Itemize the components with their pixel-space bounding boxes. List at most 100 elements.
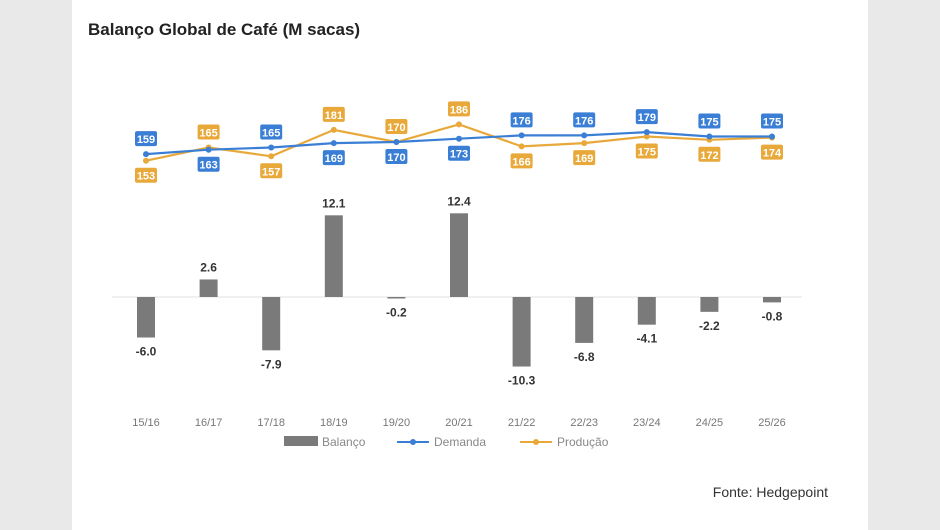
producao-badge-label-18/19: 181: [325, 110, 343, 122]
bar-balanco-21/22: [512, 297, 531, 367]
producao-badge-18/19: [322, 106, 345, 122]
demanda-badge-19/20: [385, 149, 408, 164]
producao-badge-label-22/23: 169: [575, 153, 593, 165]
x-tick-15/16: 15/16: [132, 417, 160, 429]
producao-badge-25/26: [761, 144, 783, 160]
demanda-badge-label-16/17: 163: [199, 160, 217, 172]
bar-label-17/18: -7.9: [261, 357, 282, 371]
bar-label-23/24: -4.1: [636, 332, 657, 346]
x-tick-21/22: 21/22: [508, 417, 536, 429]
chart-svg: -6.0 2.6 -7.9 12.1 -0.2 12.4 -10.3 -6.8 -4.1 -2.2…: [112, 101, 802, 449]
bar-balanco-15/16: [137, 297, 155, 338]
line-demanda-point-24/25: [706, 133, 713, 140]
bar-balanco-24/25: [700, 297, 719, 312]
line-producao-point-23/24: [643, 133, 650, 140]
demanda-badge-21/22: [510, 112, 533, 128]
producao-badge-16/17: [197, 124, 220, 140]
producao-badge-label-19/20: 170: [387, 122, 405, 134]
demanda-badge-15/16: [135, 131, 157, 147]
legend-marker-demanda: [410, 439, 416, 445]
line-producao-point-15/16: [143, 157, 149, 164]
line-demanda-point-20/21: [456, 135, 462, 142]
demanda-badge-17/18: [260, 124, 283, 140]
demanda-badge-label-25/26: 175: [763, 117, 781, 129]
x-tick-18/19: 18/19: [320, 417, 348, 429]
line-demanda-point-15/16: [143, 151, 149, 158]
x-tick-17/18: 17/18: [257, 417, 285, 429]
producao-badge-23/24: [635, 143, 658, 159]
line-demanda-point-21/22: [518, 132, 525, 139]
legend-marker-producao: [533, 439, 539, 445]
demanda-badge-label-20/21: 173: [450, 149, 468, 161]
line-demanda-point-16/17: [205, 146, 212, 153]
bar-label-19/20: -0.2: [386, 305, 407, 319]
demanda-badge-label-19/20: 170: [387, 152, 405, 164]
line-demanda-point-25/26: [769, 133, 775, 140]
line-demanda-point-22/23: [581, 132, 588, 139]
bar-label-25/26: -0.8: [762, 309, 783, 323]
demanda-badge-23/24: [635, 109, 658, 125]
producao-badge-label-21/22: 166: [512, 156, 530, 168]
x-tick-25/26: 25/26: [758, 417, 786, 429]
producao-badge-17/18: [260, 163, 283, 179]
x-tick-20/21: 20/21: [445, 417, 473, 429]
demanda-badge-16/17: [197, 156, 220, 172]
legend-swatch-balanco: [284, 436, 318, 446]
chart-card: Balanço Global de Café (M sacas) -6.0 2.6…: [72, 0, 868, 530]
line-demanda-point-17/18: [268, 144, 275, 151]
bar-balanco-25/26: [763, 297, 781, 303]
chart-source: Fonte: Hedgepoint: [712, 484, 828, 500]
bar-balanco-16/17: [199, 279, 218, 297]
legend-label-balanco: Balanço: [322, 435, 366, 449]
demanda-badge-20/21: [448, 145, 470, 161]
bar-balanco-23/24: [637, 297, 656, 325]
demanda-badge-25/26: [761, 113, 783, 129]
line-producao-point-20/21: [456, 121, 462, 128]
line-producao-point-22/23: [581, 140, 588, 147]
producao-badge-21/22: [510, 153, 533, 169]
x-tick-16/17: 16/17: [195, 417, 223, 429]
x-tick-23/24: 23/24: [633, 417, 661, 429]
chart-title: Balanço Global de Café (M sacas): [88, 20, 361, 39]
bar-balanco-18/19: [324, 215, 343, 297]
demanda-badge-label-21/22: 176: [512, 115, 530, 127]
producao-badge-label-17/18: 157: [262, 166, 280, 178]
producao-badge-label-23/24: 175: [638, 147, 656, 159]
demanda-badge-24/25: [698, 113, 721, 129]
line-producao-point-21/22: [518, 143, 525, 150]
bar-label-20/21: 12.4: [447, 194, 471, 208]
producao-badge-24/25: [698, 146, 721, 162]
bar-label-18/19: 12.1: [322, 196, 346, 210]
x-tick-19/20: 19/20: [383, 417, 411, 429]
producao-badge-label-25/26: 174: [763, 148, 782, 160]
producao-badge-19/20: [385, 119, 408, 134]
bar-balanco-19/20: [387, 297, 406, 299]
bar-label-15/16: -6.0: [136, 345, 157, 359]
x-tick-24/25: 24/25: [696, 417, 724, 429]
producao-badge-label-16/17: 165: [199, 128, 217, 140]
bar-label-16/17: 2.6: [200, 260, 217, 274]
demanda-badge-22/23: [573, 112, 596, 128]
producao-badge-20/21: [448, 101, 470, 117]
legend-label-demanda: Demanda: [434, 435, 486, 449]
bar-balanco-20/21: [450, 213, 468, 297]
line-producao-point-18/19: [330, 126, 337, 133]
bar-balanco-17/18: [262, 297, 281, 351]
demanda-badge-label-22/23: 176: [575, 115, 593, 127]
line-producao-point-17/18: [268, 153, 275, 160]
line-demanda-point-18/19: [330, 140, 337, 147]
demanda-badge-label-15/16: 159: [137, 134, 155, 146]
demanda-badge-label-23/24: 179: [638, 112, 656, 124]
producao-badge-label-15/16: 153: [137, 171, 155, 183]
x-tick-22/23: 22/23: [570, 417, 598, 429]
line-demanda-point-19/20: [393, 139, 400, 145]
bar-label-22/23: -6.8: [574, 350, 595, 364]
bar-label-21/22: -10.3: [508, 374, 536, 388]
producao-badge-label-20/21: 186: [450, 104, 468, 116]
producao-badge-15/16: [135, 167, 157, 183]
demanda-badge-label-18/19: 169: [325, 153, 343, 165]
bar-label-24/25: -2.2: [699, 319, 720, 333]
demanda-badge-label-17/18: 165: [262, 128, 280, 140]
demanda-badge-label-24/25: 175: [700, 117, 718, 129]
producao-badge-label-24/25: 172: [700, 150, 718, 162]
